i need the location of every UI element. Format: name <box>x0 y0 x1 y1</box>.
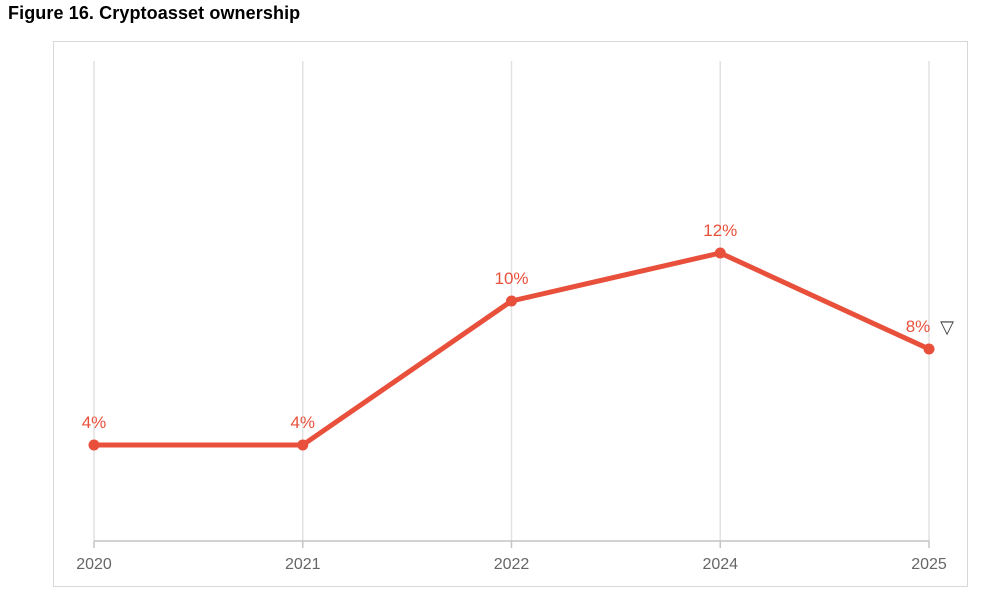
data-point <box>88 439 100 451</box>
data-label: 4% <box>82 413 107 432</box>
data-label: 4% <box>290 413 315 432</box>
figure-title: Figure 16. Cryptoasset ownership <box>8 3 301 23</box>
chart-panel: 2020 2021 2022 2024 2025 4% 4% 10% 12% 8% ▽ <box>53 41 968 587</box>
line-chart: 2020 2021 2022 2024 2025 4% 4% 10% 12% 8% ▽ <box>76 61 954 573</box>
data-point <box>297 439 309 451</box>
data-point <box>714 247 726 259</box>
data-point <box>923 343 935 355</box>
data-label: 10% <box>494 269 528 288</box>
x-axis-label: 2022 <box>494 556 530 573</box>
data-point <box>506 295 517 307</box>
data-label: 12% <box>703 221 737 240</box>
x-axis-label: 2020 <box>76 556 112 573</box>
decrease-triangle-icon: ▽ <box>940 317 954 337</box>
x-axis-label: 2025 <box>911 556 947 573</box>
data-label: 8% <box>906 317 931 336</box>
x-axis-label: 2024 <box>702 556 738 573</box>
x-axis-label: 2021 <box>285 556 321 573</box>
